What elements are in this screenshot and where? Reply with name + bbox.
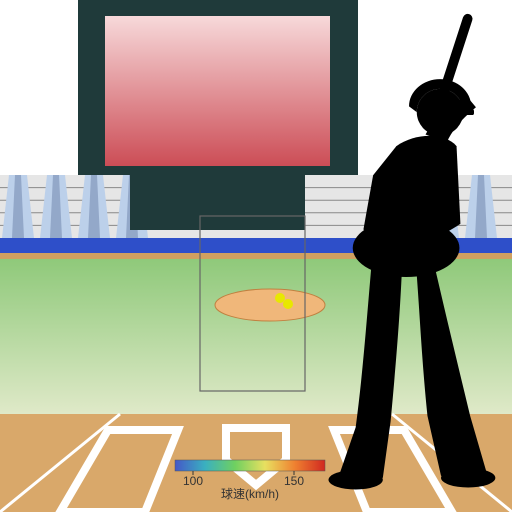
pitch-marker (275, 293, 285, 303)
scoreboard-pillar (130, 175, 305, 230)
pitch-marker (283, 299, 293, 309)
legend-colorbar (175, 460, 325, 471)
scoreboard-screen (105, 16, 330, 166)
batter-hips (353, 219, 460, 277)
legend-tick-label: 150 (284, 474, 304, 488)
mound-dirt (215, 289, 325, 321)
batter-foot (329, 470, 383, 489)
batter-foot (441, 468, 495, 487)
legend-tick-label: 100 (183, 474, 203, 488)
legend-title: 球速(km/h) (221, 487, 279, 501)
